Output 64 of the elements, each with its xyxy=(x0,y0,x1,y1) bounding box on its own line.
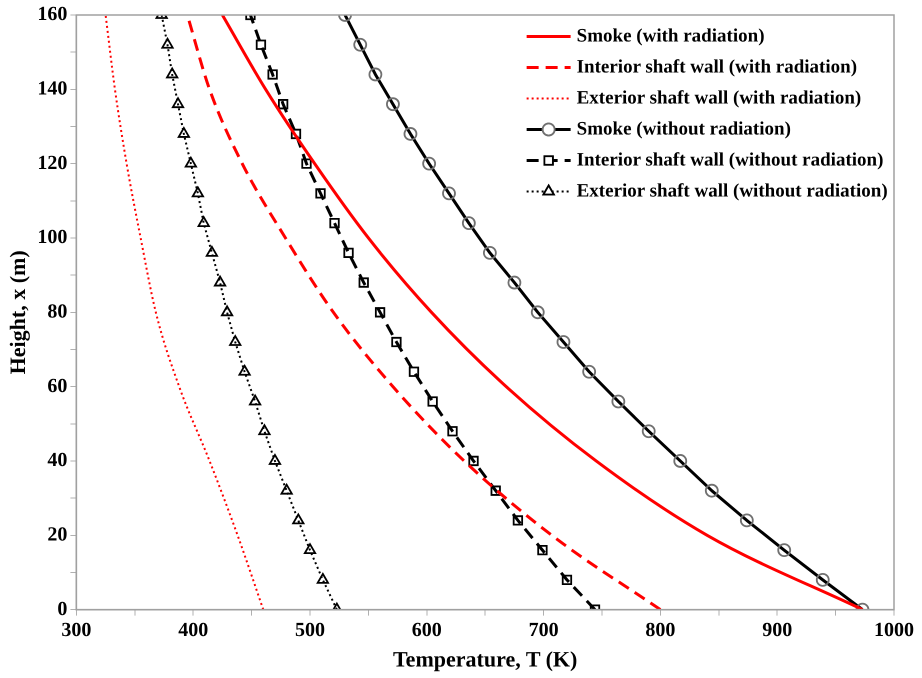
point xyxy=(206,246,218,257)
point xyxy=(512,515,524,526)
point xyxy=(358,277,369,288)
x-axis-title: Temperature, T (K) xyxy=(393,646,578,672)
point xyxy=(290,128,302,140)
legend-label: Exterior shaft wall (with radiation) xyxy=(576,87,862,108)
point xyxy=(178,127,190,138)
point xyxy=(229,335,242,346)
point xyxy=(268,454,282,465)
y-tick-label: 20 xyxy=(47,523,68,546)
x-tick-label: 300 xyxy=(61,618,92,641)
point xyxy=(490,486,501,496)
line-series xyxy=(104,15,264,610)
point xyxy=(280,484,293,495)
y-tick-label: 160 xyxy=(37,3,68,26)
x-tick-label: 500 xyxy=(295,618,325,641)
y-tick-label: 0 xyxy=(57,598,68,620)
y-tick-label: 60 xyxy=(47,374,68,397)
x-tick-label: 700 xyxy=(528,618,559,641)
point xyxy=(184,156,197,168)
point xyxy=(192,186,204,198)
legend-label: Interior shaft wall (without radiation) xyxy=(576,149,884,170)
point xyxy=(562,574,572,586)
x-tick-label: 1000 xyxy=(874,618,914,641)
y-tick-label: 80 xyxy=(47,300,68,322)
point xyxy=(408,366,420,377)
point xyxy=(161,38,174,49)
legend-label: Exterior shaft wall (without radiation) xyxy=(576,180,888,202)
point xyxy=(316,572,329,584)
point xyxy=(343,248,354,258)
point xyxy=(258,424,271,436)
point xyxy=(391,336,402,348)
point xyxy=(278,99,288,110)
x-tick-label: 400 xyxy=(178,618,208,641)
point xyxy=(220,305,234,316)
point xyxy=(428,396,438,407)
y-tick-label: 140 xyxy=(37,77,68,100)
point xyxy=(172,97,184,108)
legend-label: Smoke (without radiation) xyxy=(576,118,791,140)
x-tick-label: 800 xyxy=(645,618,676,641)
point xyxy=(292,514,304,524)
point xyxy=(166,68,178,78)
point xyxy=(374,307,386,318)
point xyxy=(329,218,340,228)
y-tick-label: 40 xyxy=(47,449,68,472)
point xyxy=(238,364,251,376)
x-tick-label: 900 xyxy=(762,618,792,641)
point xyxy=(249,394,262,406)
point xyxy=(315,188,326,199)
legend-label: Interior shaft wall (with radiation) xyxy=(576,56,858,78)
point xyxy=(468,456,479,466)
y-axis-title: Height, x (m) xyxy=(4,250,30,374)
point xyxy=(256,40,266,50)
point xyxy=(304,543,316,554)
legend-label: Smoke (with radiation) xyxy=(576,25,765,46)
point xyxy=(214,276,226,286)
point xyxy=(301,158,312,169)
point xyxy=(198,216,210,228)
point xyxy=(267,69,278,80)
point xyxy=(447,426,458,436)
y-tick-label: 100 xyxy=(37,226,68,248)
point xyxy=(537,545,548,556)
x-tick-label: 600 xyxy=(412,618,442,641)
y-tick-label: 120 xyxy=(37,152,68,174)
